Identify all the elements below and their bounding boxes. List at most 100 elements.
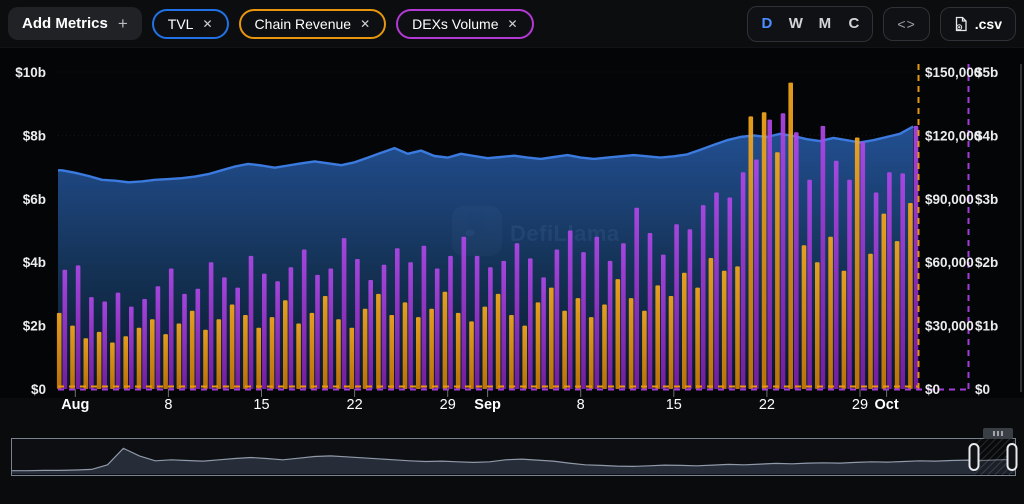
download-csv-button[interactable]: .csv xyxy=(939,6,1016,41)
revenue-bar[interactable] xyxy=(815,262,820,389)
dexs-volume-bar[interactable] xyxy=(182,293,187,389)
dexs-volume-bar[interactable] xyxy=(155,286,161,389)
dexs-volume-bar[interactable] xyxy=(807,179,812,389)
dexs-volume-bar[interactable] xyxy=(528,258,533,389)
revenue-bar[interactable] xyxy=(416,317,421,389)
dexs-volume-bar[interactable] xyxy=(474,255,480,389)
revenue-bar[interactable] xyxy=(376,293,381,389)
revenue-bar[interactable] xyxy=(735,266,740,389)
revenue-bar[interactable] xyxy=(841,270,847,389)
revenue-bar[interactable] xyxy=(482,306,488,389)
dexs-volume-bar[interactable] xyxy=(448,255,453,389)
revenue-bar[interactable] xyxy=(96,331,102,389)
metric-pill-dexs-volume[interactable]: DEXs Volume ✕ xyxy=(396,8,534,39)
dexs-volume-bar[interactable] xyxy=(315,274,320,389)
revenue-bar[interactable] xyxy=(868,253,873,389)
metric-pill-chain-revenue[interactable]: Chain Revenue ✕ xyxy=(238,8,387,39)
revenue-bar[interactable] xyxy=(296,323,301,390)
dexs-volume-bar[interactable] xyxy=(661,254,666,389)
revenue-bar[interactable] xyxy=(469,321,474,389)
close-icon[interactable]: ✕ xyxy=(360,16,371,31)
revenue-bar[interactable] xyxy=(110,342,115,390)
dexs-volume-bar[interactable] xyxy=(248,255,254,389)
dexs-volume-bar[interactable] xyxy=(434,268,440,390)
brush-handle-right[interactable] xyxy=(1006,443,1018,471)
dexs-volume-bar[interactable] xyxy=(754,159,759,390)
close-icon[interactable]: ✕ xyxy=(202,16,213,31)
revenue-bar[interactable] xyxy=(828,236,833,389)
revenue-bar[interactable] xyxy=(243,315,248,389)
brush[interactable] xyxy=(11,428,1018,476)
revenue-bar[interactable] xyxy=(362,308,368,389)
interval-weekly-button[interactable]: W xyxy=(782,11,809,37)
dexs-volume-bar[interactable] xyxy=(900,173,905,389)
revenue-bar[interactable] xyxy=(189,310,195,389)
dexs-volume-bar[interactable] xyxy=(860,141,866,389)
revenue-bar[interactable] xyxy=(283,300,288,389)
revenue-bar[interactable] xyxy=(150,319,155,389)
dexs-volume-bar[interactable] xyxy=(262,273,267,389)
dexs-volume-bar[interactable] xyxy=(355,259,360,389)
dexs-volume-bar[interactable] xyxy=(767,119,772,389)
revenue-bar[interactable] xyxy=(908,203,913,389)
revenue-bar[interactable] xyxy=(628,298,634,389)
revenue-bar[interactable] xyxy=(442,291,448,389)
interval-monthly-button[interactable]: M xyxy=(811,11,838,37)
dexs-volume-bar[interactable] xyxy=(794,132,799,389)
revenue-bar[interactable] xyxy=(562,310,567,389)
revenue-bar[interactable] xyxy=(655,285,660,389)
revenue-bar[interactable] xyxy=(708,258,714,389)
dexs-volume-bar[interactable] xyxy=(195,288,201,389)
dexs-volume-bar[interactable] xyxy=(115,292,121,389)
revenue-bar[interactable] xyxy=(123,336,128,389)
dexs-volume-bar[interactable] xyxy=(833,160,839,389)
dexs-volume-bar[interactable] xyxy=(408,262,413,389)
dexs-volume-bar[interactable] xyxy=(142,299,147,389)
revenue-bar[interactable] xyxy=(336,319,341,389)
dexs-volume-bar[interactable] xyxy=(89,297,94,389)
dexs-volume-bar[interactable] xyxy=(700,205,706,389)
revenue-bar[interactable] xyxy=(402,302,408,389)
dexs-volume-bar[interactable] xyxy=(873,192,879,390)
revenue-bar[interactable] xyxy=(695,287,700,389)
dexs-volume-bar[interactable] xyxy=(488,267,493,389)
dexs-volume-bar[interactable] xyxy=(368,280,373,389)
dexs-volume-bar[interactable] xyxy=(541,277,546,389)
revenue-bar[interactable] xyxy=(748,116,754,390)
revenue-bar[interactable] xyxy=(602,304,607,390)
dexs-volume-bar[interactable] xyxy=(727,197,733,390)
dexs-volume-bar[interactable] xyxy=(554,249,560,390)
dexs-volume-bar[interactable] xyxy=(634,207,639,389)
revenue-bar[interactable] xyxy=(216,319,222,389)
revenue-bar[interactable] xyxy=(256,327,261,389)
revenue-bar[interactable] xyxy=(549,287,554,389)
revenue-bar[interactable] xyxy=(389,315,394,389)
revenue-bar[interactable] xyxy=(615,279,621,389)
revenue-bar[interactable] xyxy=(668,296,674,389)
dexs-volume-bar[interactable] xyxy=(514,243,520,389)
dexs-volume-bar[interactable] xyxy=(594,236,600,389)
dexs-volume-bar[interactable] xyxy=(913,125,919,390)
dexs-volume-bar[interactable] xyxy=(780,113,786,389)
dexs-volume-bar[interactable] xyxy=(421,245,427,389)
revenue-bar[interactable] xyxy=(70,325,75,389)
dexs-volume-bar[interactable] xyxy=(275,281,280,389)
add-metrics-button[interactable]: Add Metrics + xyxy=(8,7,142,40)
revenue-bar[interactable] xyxy=(894,241,900,389)
close-icon[interactable]: ✕ xyxy=(507,16,518,31)
dexs-volume-bar[interactable] xyxy=(395,248,400,389)
dexs-volume-bar[interactable] xyxy=(208,262,214,389)
dexs-volume-bar[interactable] xyxy=(621,243,626,389)
dexs-volume-bar[interactable] xyxy=(501,260,506,389)
dexs-volume-bar[interactable] xyxy=(461,236,467,389)
revenue-bar[interactable] xyxy=(203,329,208,389)
revenue-bar[interactable] xyxy=(588,317,594,389)
dexs-volume-bar[interactable] xyxy=(222,277,227,389)
revenue-bar[interactable] xyxy=(229,304,235,390)
dexs-volume-bar[interactable] xyxy=(581,252,586,389)
embed-button[interactable]: <> xyxy=(883,6,930,41)
bars-layer[interactable] xyxy=(56,82,919,390)
metric-pill-tvl[interactable]: TVL ✕ xyxy=(151,8,229,39)
dexs-volume-bar[interactable] xyxy=(328,268,334,390)
revenue-bar[interactable] xyxy=(495,293,501,389)
